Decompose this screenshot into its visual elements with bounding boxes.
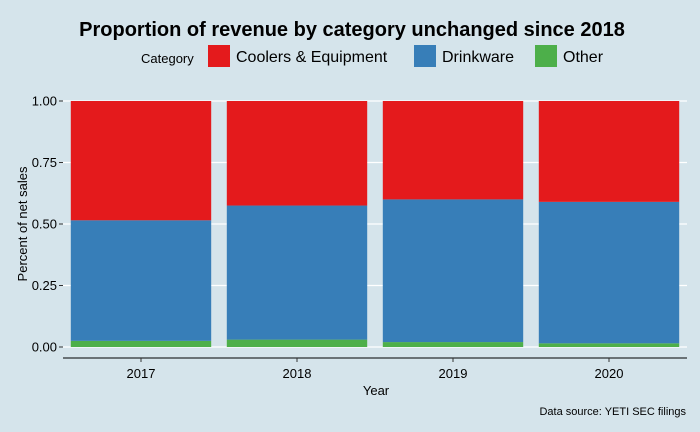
- bar-segment-drinkware-2018: [226, 205, 368, 340]
- bar-segment-drinkware-2020: [538, 201, 680, 344]
- bar-segment-drinkware-2019: [382, 199, 524, 343]
- bar-segment-other-2017: [70, 340, 212, 347]
- bars: [70, 101, 680, 347]
- legend-swatch-other: [535, 45, 557, 67]
- y-tick-label: 0.50: [32, 217, 57, 232]
- chart-title: Proportion of revenue by category unchan…: [79, 19, 625, 41]
- x-tick-label: 2017: [127, 366, 156, 381]
- x-tick-label: 2019: [439, 366, 468, 381]
- bar-segment-coolers-equipment-2017: [70, 101, 212, 221]
- legend: Category Coolers & Equipment Drinkware Oth…: [141, 45, 604, 67]
- x-tick-label: 2018: [283, 366, 312, 381]
- legend-swatch-coolers-equipment: [208, 45, 230, 67]
- legend-swatch-drinkware: [414, 45, 436, 67]
- x-axis-label: Year: [363, 383, 390, 398]
- bar-segment-coolers-equipment-2020: [538, 101, 680, 202]
- legend-title: Category: [141, 51, 194, 66]
- bar-segment-drinkware-2017: [70, 220, 212, 341]
- x-tick-label: 2020: [595, 366, 624, 381]
- y-tick-label: 0.75: [32, 155, 57, 170]
- bar-segment-other-2018: [226, 339, 368, 347]
- y-tick-label: 0.00: [32, 340, 57, 355]
- y-axis-label: Percent of net sales: [15, 166, 30, 281]
- bar-segment-coolers-equipment-2019: [382, 101, 524, 200]
- caption: Data source: YETI SEC filings: [539, 406, 686, 418]
- legend-label-other: Other: [563, 49, 604, 66]
- bar-segment-other-2020: [538, 343, 680, 347]
- y-ticks: 0.00 0.25 0.50 0.75 1.00: [32, 94, 63, 355]
- bar-segment-coolers-equipment-2018: [226, 101, 368, 206]
- legend-label-drinkware: Drinkware: [442, 49, 514, 66]
- y-tick-label: 1.00: [32, 94, 57, 109]
- y-tick-label: 0.25: [32, 278, 57, 293]
- x-ticks: 2017 2018 2019 2020: [127, 358, 624, 381]
- legend-label-coolers-equipment: Coolers & Equipment: [236, 49, 388, 66]
- bar-segment-other-2019: [382, 342, 524, 347]
